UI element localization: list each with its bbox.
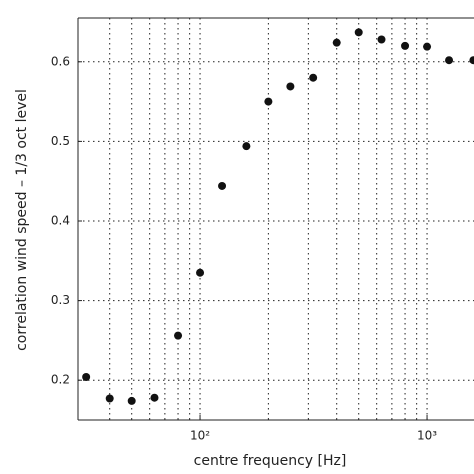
y-tick-label: 0.6: [51, 54, 70, 68]
point: [242, 142, 251, 151]
x-axis-label: centre frequency [Hz]: [194, 453, 347, 469]
point: [332, 38, 341, 47]
point: [469, 56, 474, 65]
x-tick-label: 10²: [190, 429, 210, 443]
point: [218, 181, 227, 190]
point: [82, 373, 91, 382]
point: [196, 268, 205, 277]
y-tick-label: 0.4: [51, 213, 70, 227]
point: [423, 42, 432, 51]
point: [401, 41, 410, 50]
y-axis-label: correlation wind speed – 1/3 oct level: [14, 89, 30, 351]
point: [286, 82, 295, 91]
x-tick-label: 10³: [417, 429, 437, 443]
y-tick-label: 0.2: [51, 373, 70, 387]
point: [354, 28, 363, 37]
point: [377, 35, 386, 44]
point: [174, 331, 183, 340]
point: [127, 396, 136, 405]
point: [105, 394, 114, 403]
point: [309, 73, 318, 82]
y-tick-label: 0.3: [51, 293, 70, 307]
point: [264, 97, 273, 106]
y-tick-label: 0.5: [51, 134, 70, 148]
point: [445, 56, 454, 65]
point: [150, 393, 159, 402]
